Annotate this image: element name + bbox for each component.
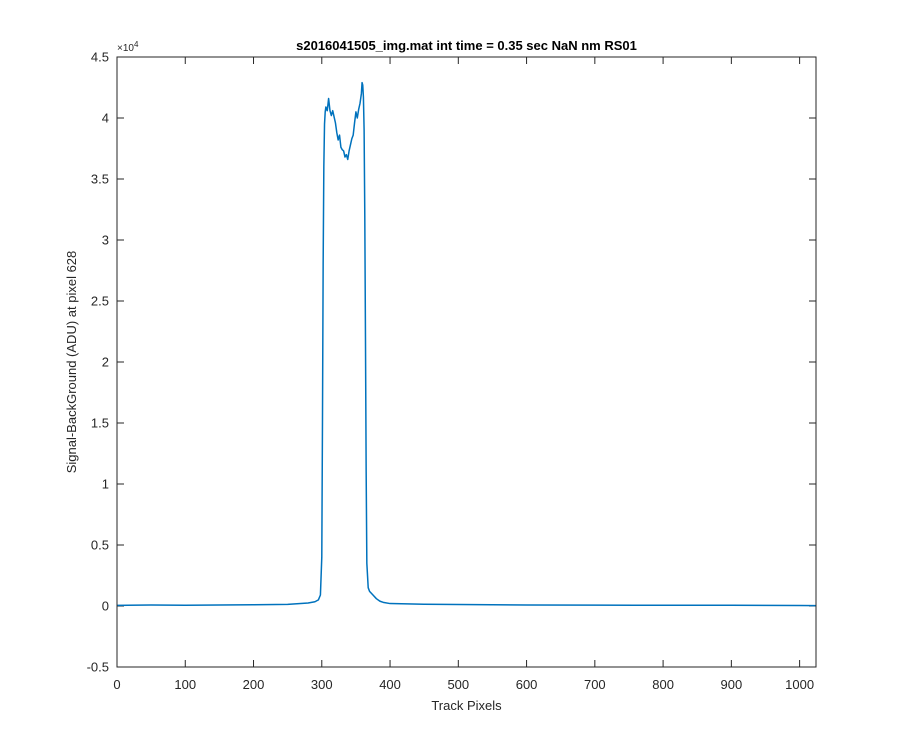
y-exponent-power: 4 — [134, 40, 139, 49]
y-axis-ticks: -0.5 0 0.5 1 1.5 2 2.5 3 3.5 4 4.5 — [87, 50, 816, 675]
y-tick-label: 0 — [102, 599, 109, 614]
y-tick-label: 1 — [102, 477, 109, 492]
x-tick-label: 0 — [113, 677, 120, 692]
y-tick-label: 1.5 — [91, 416, 109, 431]
y-axis-exponent-label: ×104 — [117, 40, 139, 54]
plot-area-frame — [116, 56, 817, 668]
y-tick-label: 2 — [102, 355, 109, 370]
y-tick-label: 4.5 — [91, 50, 109, 65]
x-tick-label: 1000 — [785, 677, 814, 692]
data-series-line — [116, 81, 817, 607]
y-tick-label: 4 — [102, 111, 109, 126]
x-tick-label: 100 — [174, 677, 196, 692]
x-tick-label: 500 — [447, 677, 469, 692]
y-tick-label: 3.5 — [91, 172, 109, 187]
y-axis-label: Signal-BackGround (ADU) at pixel 628 — [64, 251, 79, 474]
y-tick-label: 3 — [102, 233, 109, 248]
x-tick-label: 600 — [516, 677, 538, 692]
x-tick-label: 400 — [379, 677, 401, 692]
plot-area-background — [117, 57, 816, 667]
x-axis-ticks: 0 100 200 300 400 500 600 700 800 900 1000 — [113, 57, 814, 692]
y-tick-label: 2.5 — [91, 294, 109, 309]
y-tick-label: 0.5 — [91, 538, 109, 553]
y-exponent-base: ×10 — [117, 43, 134, 54]
x-tick-label: 800 — [652, 677, 674, 692]
chart-title: s2016041505_img.mat int time = 0.35 sec … — [296, 38, 637, 53]
x-tick-label: 700 — [584, 677, 606, 692]
x-tick-label: 300 — [311, 677, 333, 692]
x-tick-label: 900 — [721, 677, 743, 692]
x-tick-label: 200 — [243, 677, 265, 692]
y-tick-label: -0.5 — [87, 660, 109, 675]
x-axis-label: Track Pixels — [431, 698, 502, 713]
